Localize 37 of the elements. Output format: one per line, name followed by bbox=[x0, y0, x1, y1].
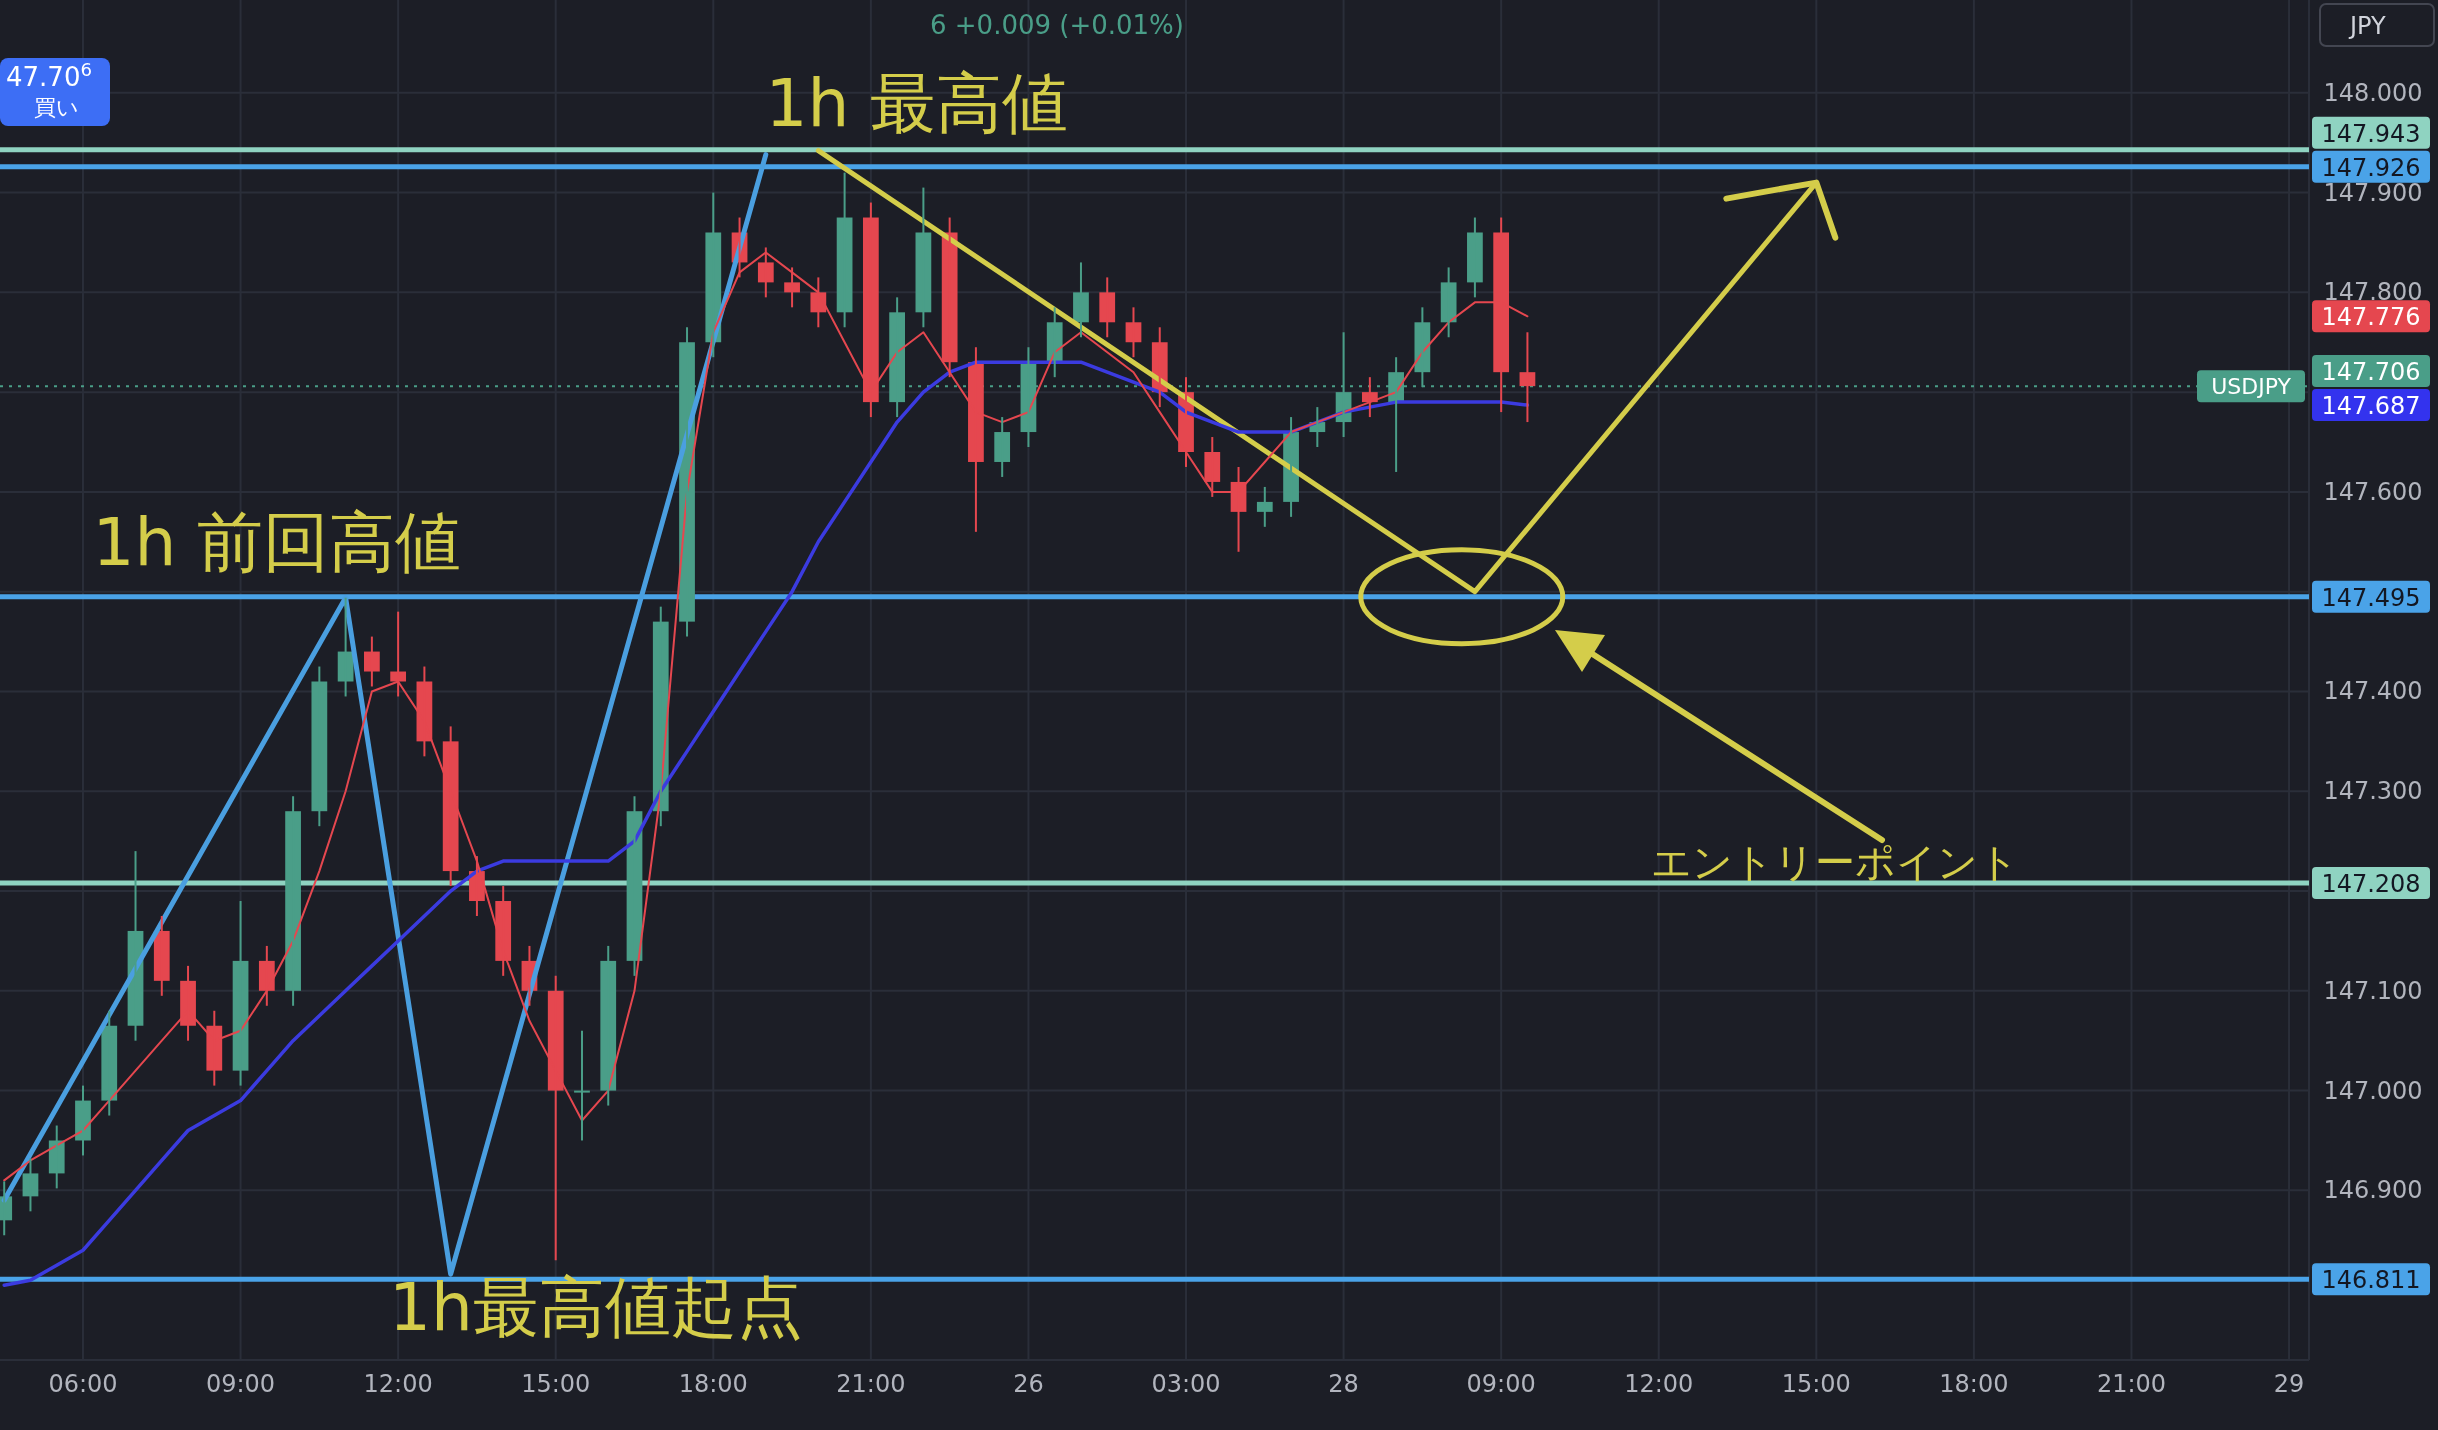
x-tick-label: 28 bbox=[1328, 1370, 1359, 1398]
y-tick-label: 148.000 bbox=[2323, 78, 2423, 107]
y-tick-label: 147.400 bbox=[2323, 677, 2423, 706]
y-tick-label: 147.600 bbox=[2323, 477, 2423, 506]
annotation: 買い bbox=[34, 95, 79, 120]
x-tick-label: 15:00 bbox=[1781, 1370, 1851, 1398]
text: JPY bbox=[2348, 12, 2387, 40]
ref-line-label: 146.811 bbox=[2321, 1266, 2421, 1295]
x-tick-label: 09:00 bbox=[205, 1370, 276, 1398]
x-tick-label: 18:00 bbox=[1939, 1370, 2009, 1398]
annotation: 1h最高値起点 bbox=[389, 1269, 803, 1346]
x-tick-label: 26 bbox=[1013, 1370, 1044, 1398]
ref-line-label: USDJPY bbox=[2211, 374, 2292, 400]
x-tick-label: 15:00 bbox=[521, 1370, 591, 1398]
y-tick-label: 147.300 bbox=[2323, 777, 2423, 806]
text: 147.687 bbox=[2321, 392, 2421, 421]
annotation: エントリーポイント bbox=[1651, 839, 2019, 885]
x-tick-label: 21:00 bbox=[836, 1370, 906, 1398]
annotation: 47.70$^{6}$ bbox=[6, 58, 93, 92]
x-tick-label: 12:00 bbox=[1624, 1370, 1694, 1398]
x-tick-label: 06:00 bbox=[48, 1370, 118, 1398]
ref-line-label: 147.208 bbox=[2321, 870, 2421, 899]
annotation: 1h 最高値 bbox=[765, 65, 1069, 142]
ref-line-label: 147.495 bbox=[2321, 583, 2421, 612]
annotation: 6 +0.009 (+0.01%) bbox=[930, 10, 1184, 40]
text: 147.706 bbox=[2321, 358, 2421, 387]
ref-line-label: 147.943 bbox=[2321, 119, 2421, 148]
x-tick-label: 29 bbox=[2273, 1370, 2305, 1398]
x-tick-label: 12:00 bbox=[363, 1370, 433, 1398]
x-tick-label: 03:00 bbox=[1151, 1370, 1221, 1398]
x-tick-label: 18:00 bbox=[678, 1370, 748, 1398]
y-tick-label: 147.000 bbox=[2323, 1076, 2423, 1105]
y-tick-label: 146.900 bbox=[2323, 1176, 2423, 1205]
x-tick-label: 09:00 bbox=[1466, 1370, 1536, 1398]
annotation: 1h 前回高値 bbox=[92, 504, 462, 581]
y-tick-label: 147.100 bbox=[2323, 976, 2423, 1005]
x-tick-label: 21:00 bbox=[2096, 1370, 2167, 1398]
